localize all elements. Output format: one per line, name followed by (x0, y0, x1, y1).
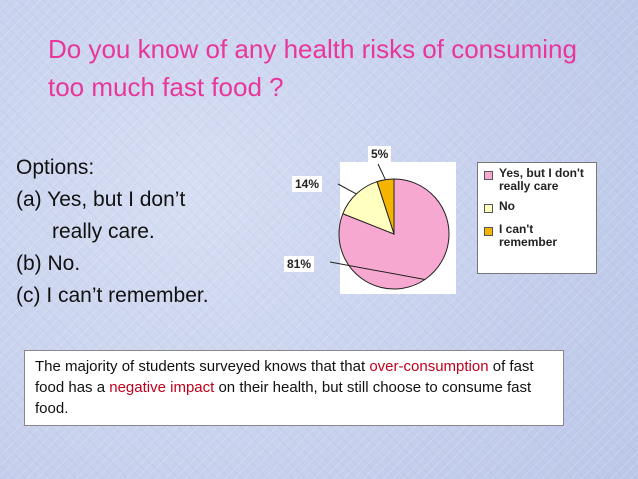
option-a: (a) Yes, but I don’t (16, 188, 186, 211)
options-list: Options: (a) Yes, but I don’t really car… (16, 152, 276, 312)
note-text-3: on their health, but still choose to con… (35, 379, 532, 417)
option-a-continued: really care. (52, 220, 155, 243)
summary-note: The majority of students surveyed knows … (24, 350, 564, 426)
note-highlight-overconsumption: over-consumption (369, 358, 489, 375)
legend-item-yes: Yes, but I don't really care (484, 167, 592, 193)
leader-line-slice-yes (329, 261, 426, 280)
legend-swatch-cant-remember (484, 227, 493, 236)
legend-label-yes: Yes, but I don't really care (499, 166, 584, 193)
options-heading: Options: (16, 156, 95, 179)
legend-label-no: No (499, 199, 515, 213)
legend-item-no: No (484, 200, 592, 213)
pie-chart: 81% 14% 5% (270, 130, 610, 300)
legend-item-cant-remember: I can't remember (484, 223, 592, 249)
slide-title: Do you know of any health risks of consu… (48, 34, 577, 102)
legend-label-cant-remember: I can't remember (499, 222, 558, 249)
note-text-1: The majority of students surveyed knows … (35, 358, 370, 375)
note-text-2: of fast food has a (35, 358, 534, 396)
data-label-cant-remember: 5% (368, 146, 392, 162)
chart-legend: Yes, but I don't really care No I can't … (477, 162, 597, 274)
leader-line-slice-no (337, 183, 357, 195)
leader-line-slice-cant-remember (377, 163, 386, 180)
note-highlight-negative-impact: negative impact (109, 379, 215, 396)
legend-swatch-yes (484, 171, 493, 180)
data-label-yes: 81% (284, 256, 315, 272)
pie-chart-svg (329, 162, 456, 294)
legend-swatch-no (484, 204, 493, 213)
data-label-no: 14% (292, 176, 323, 192)
option-c: (c) I can’t remember. (16, 284, 209, 307)
option-b: (b) No. (16, 252, 81, 275)
